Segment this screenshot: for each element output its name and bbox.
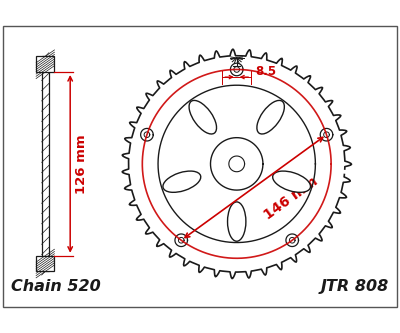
Polygon shape [122,49,352,279]
Polygon shape [286,234,298,246]
Polygon shape [141,129,153,141]
Bar [42,56,49,271]
Polygon shape [210,138,263,190]
Bar [36,56,54,72]
Polygon shape [178,237,184,243]
Polygon shape [175,234,188,246]
Bar [36,256,54,271]
Ellipse shape [163,171,201,192]
Text: 146 mm: 146 mm [262,174,321,222]
Polygon shape [234,67,240,72]
Polygon shape [324,132,329,138]
Text: Chain 520: Chain 520 [11,279,101,294]
Ellipse shape [273,171,310,192]
Polygon shape [229,156,244,172]
Polygon shape [230,63,243,76]
Polygon shape [144,132,150,138]
Polygon shape [289,237,295,243]
Ellipse shape [228,202,246,241]
Text: 126 mm: 126 mm [76,134,88,194]
Polygon shape [320,129,333,141]
Ellipse shape [257,101,284,134]
Text: JTR 808: JTR 808 [320,279,389,294]
Polygon shape [158,85,315,242]
Text: 8.5: 8.5 [255,65,276,78]
Ellipse shape [189,101,216,134]
